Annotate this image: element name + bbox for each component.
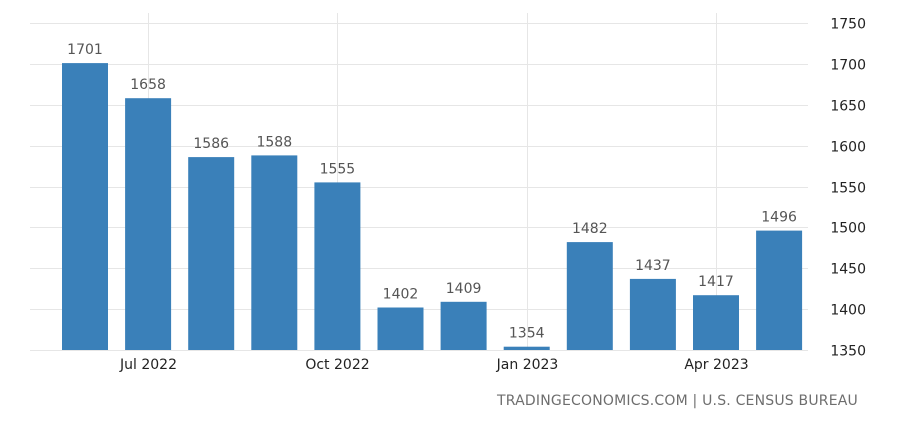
bar — [314, 182, 361, 350]
y-axis: 1350 1400 1450 1500 1550 1600 1650 1700 1750 — [830, 17, 866, 360]
y-tick-label: 1500 — [830, 221, 866, 237]
data-label: 1588 — [256, 134, 292, 150]
y-tick-label: 1650 — [830, 99, 866, 115]
y-tick-label: 1550 — [830, 181, 866, 197]
y-tick-label: 1450 — [830, 262, 866, 278]
data-label: 1354 — [509, 326, 545, 342]
bar — [503, 346, 550, 350]
y-tick-label: 1400 — [830, 303, 866, 319]
data-label: 1409 — [446, 281, 482, 297]
bar — [629, 278, 676, 350]
x-tick-label: Jul 2022 — [119, 357, 177, 373]
bar — [251, 155, 298, 350]
data-label: 1555 — [320, 161, 356, 177]
data-label: 1417 — [698, 274, 734, 290]
bar — [693, 295, 739, 350]
data-label: 1482 — [572, 221, 608, 237]
bar — [566, 242, 613, 350]
data-label: 1658 — [130, 77, 166, 93]
data-label: 1496 — [761, 210, 797, 226]
bar — [62, 63, 108, 350]
bar-series — [62, 63, 803, 350]
x-tick-label: Jan 2023 — [496, 357, 559, 373]
y-tick-label: 1750 — [830, 17, 866, 33]
y-tick-label: 1700 — [830, 58, 866, 74]
bar — [377, 307, 424, 350]
source-credit: TRADINGECONOMICS.COM | U.S. CENSUS BUREA… — [497, 393, 858, 409]
bar — [188, 157, 235, 350]
bar — [440, 301, 487, 350]
x-tick-label: Apr 2023 — [684, 357, 748, 373]
bar — [125, 98, 172, 350]
data-label: 1437 — [635, 258, 671, 274]
x-axis: Jul 2022 Oct 2022 Jan 2023 Apr 2023 — [119, 357, 749, 373]
data-label: 1701 — [67, 42, 103, 58]
y-tick-label: 1350 — [830, 344, 866, 360]
y-tick-label: 1600 — [830, 140, 866, 156]
data-label: 1586 — [193, 136, 229, 152]
bar — [756, 230, 803, 350]
x-tick-label: Oct 2022 — [305, 357, 369, 373]
data-label: 1402 — [383, 287, 419, 303]
data-labels: 1701 1658 1586 1588 1555 1402 1409 1354 1482 1437… — [67, 42, 797, 342]
